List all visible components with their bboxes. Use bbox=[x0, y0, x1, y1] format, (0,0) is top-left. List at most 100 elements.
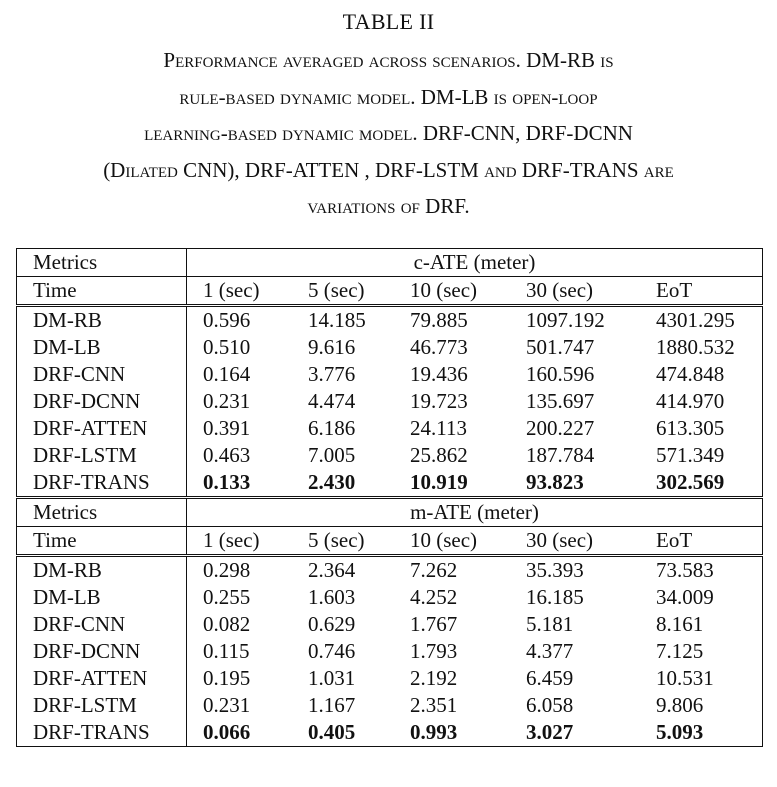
table-cell: 10.531 bbox=[656, 665, 763, 692]
table-cell: 0.993 bbox=[410, 719, 526, 747]
caption-line: (Dilated CNN), DRF-ATTEN , DRF-LSTM and … bbox=[103, 157, 674, 182]
time-column-header: 10 (sec) bbox=[410, 276, 526, 306]
table-cell: 501.747 bbox=[526, 335, 595, 359]
results-table: Metrics c-ATE (meter) Time 1 (sec) 5 (sec) 10… bbox=[16, 248, 763, 747]
model-name: DRF-DCNN bbox=[16, 388, 187, 415]
model-name: DM-RB bbox=[16, 554, 187, 584]
table-cell: 73.583 bbox=[656, 554, 763, 584]
table-cell: 35.393 bbox=[526, 554, 656, 584]
table-row: DM-LB 0.510 9.616 46.773 501.747 1880.532 bbox=[16, 334, 763, 361]
time-column-header: 1 (sec) bbox=[186, 276, 308, 306]
table-cell: 613.305 bbox=[656, 415, 763, 442]
table-cell: 302.569 bbox=[656, 469, 763, 498]
table-cell: 4.252 bbox=[410, 585, 458, 609]
table-cell: 2.192 bbox=[410, 666, 458, 690]
table-cell: 0.164 bbox=[203, 362, 251, 386]
table-cell: 7.262 bbox=[410, 554, 526, 584]
table-cell: 0.629 bbox=[308, 612, 356, 636]
table-cell: 4.377 bbox=[526, 639, 574, 663]
time-header-row: Time 1 (sec) 5 (sec) 10 (sec) 30 (sec) EoT bbox=[16, 526, 763, 556]
table-cell: 46.773 bbox=[410, 335, 468, 359]
table-cell: 25.862 bbox=[410, 443, 468, 467]
model-name: DM-RB bbox=[16, 304, 187, 334]
table-cell: 160.596 bbox=[526, 362, 595, 386]
model-name: DRF-DCNN bbox=[16, 638, 187, 665]
table-cell: 4301.295 bbox=[656, 304, 763, 334]
table-cell: 571.349 bbox=[656, 442, 763, 469]
metrics-label: Metrics bbox=[16, 496, 187, 527]
table-cell: 0.231 bbox=[203, 389, 251, 413]
table-cell: 135.697 bbox=[526, 389, 595, 413]
table-cell: 4.474 bbox=[308, 389, 356, 413]
table-row: DRF-CNN 0.164 3.776 19.436 160.596 474.848 bbox=[16, 361, 763, 388]
table-cell: 3.776 bbox=[308, 362, 356, 386]
metrics-label: Metrics bbox=[16, 248, 187, 277]
table-row: DRF-ATTEN 0.195 1.031 2.192 6.459 10.531 bbox=[16, 665, 763, 692]
table-caption: TABLE II Performance averaged across sce… bbox=[0, 8, 777, 225]
table-row: DRF-LSTM 0.463 7.005 25.862 187.784 571.349 bbox=[16, 442, 763, 469]
table-cell: 5.093 bbox=[656, 719, 763, 747]
table-cell: 0.510 bbox=[203, 335, 251, 359]
table-cell: 6.058 bbox=[526, 693, 574, 717]
table-cell: 9.616 bbox=[308, 335, 356, 359]
table-row: DRF-TRANS 0.066 0.405 0.993 3.027 5.093 bbox=[16, 719, 763, 747]
table-cell: 1.603 bbox=[308, 585, 356, 609]
table-row: DRF-DCNN 0.115 0.746 1.793 4.377 7.125 bbox=[16, 638, 763, 665]
time-column-header: 30 (sec) bbox=[526, 526, 656, 556]
table-cell: 0.133 bbox=[203, 470, 251, 494]
caption-text: Performance averaged across scenarios. D… bbox=[16, 42, 761, 225]
table-cell: 19.436 bbox=[410, 362, 468, 386]
table-cell: 187.784 bbox=[526, 443, 595, 467]
table-cell: 5.181 bbox=[526, 612, 574, 636]
table-cell: 0.231 bbox=[203, 693, 251, 717]
time-column-header: 30 (sec) bbox=[526, 276, 656, 306]
table-cell: 19.723 bbox=[410, 389, 468, 413]
table-row: DRF-DCNN 0.231 4.474 19.723 135.697 414.970 bbox=[16, 388, 763, 415]
caption-line: variations of DRF. bbox=[307, 194, 470, 218]
model-name: DRF-ATTEN bbox=[16, 415, 187, 442]
table-cell: 16.185 bbox=[526, 585, 584, 609]
table-cell: 200.227 bbox=[526, 416, 595, 440]
table-cell: 6.459 bbox=[526, 666, 574, 690]
table-cell: 8.161 bbox=[656, 611, 763, 638]
table-cell: 0.405 bbox=[308, 719, 410, 747]
table-cell: 0.463 bbox=[203, 443, 251, 467]
table-cell: 0.746 bbox=[308, 639, 356, 663]
model-name: DRF-CNN bbox=[16, 611, 187, 638]
table-cell: 10.919 bbox=[410, 470, 468, 494]
time-column-header: EoT bbox=[656, 276, 763, 306]
table-row: DRF-TRANS 0.133 2.430 10.919 93.823 302.569 bbox=[16, 469, 763, 498]
table-cell: 0.115 bbox=[203, 639, 250, 663]
table-cell: 0.391 bbox=[203, 416, 251, 440]
model-name: DRF-LSTM bbox=[16, 442, 187, 469]
time-header-row: Time 1 (sec) 5 (sec) 10 (sec) 30 (sec) EoT bbox=[16, 276, 763, 306]
table-cell: 79.885 bbox=[410, 304, 526, 334]
model-name: DRF-LSTM bbox=[16, 692, 187, 719]
metrics-header-row: Metrics m-ATE (meter) bbox=[16, 496, 763, 527]
table-cell: 24.113 bbox=[410, 416, 467, 440]
caption-line: Performance averaged across scenarios. D… bbox=[163, 48, 614, 72]
table-cell: 1097.192 bbox=[526, 304, 656, 334]
table-cell: 0.082 bbox=[203, 612, 251, 636]
time-column-header: 1 (sec) bbox=[186, 526, 308, 556]
model-name: DM-LB bbox=[16, 584, 187, 611]
metric-name: c-ATE (meter) bbox=[186, 248, 763, 277]
table-cell: 0.255 bbox=[203, 585, 251, 609]
metrics-header-row: Metrics c-ATE (meter) bbox=[16, 248, 763, 277]
time-column-header: 5 (sec) bbox=[308, 526, 410, 556]
caption-line: learning-based dynamic model. DRF-CNN, D… bbox=[144, 121, 633, 145]
results-table-body: Metrics c-ATE (meter) Time 1 (sec) 5 (sec) 10… bbox=[16, 248, 763, 747]
model-name: DRF-ATTEN bbox=[16, 665, 187, 692]
table-cell: 7.005 bbox=[308, 443, 356, 467]
model-name: DRF-CNN bbox=[16, 361, 187, 388]
table-cell: 1.031 bbox=[308, 666, 356, 690]
table-cell: 0.066 bbox=[186, 719, 308, 747]
table-cell: 9.806 bbox=[656, 692, 763, 719]
time-label: Time bbox=[16, 526, 187, 556]
table-row: DRF-ATTEN 0.391 6.186 24.113 200.227 613.305 bbox=[16, 415, 763, 442]
table-cell: 0.195 bbox=[203, 666, 251, 690]
model-name: DM-LB bbox=[16, 334, 187, 361]
table-row: DRF-CNN 0.082 0.629 1.767 5.181 8.161 bbox=[16, 611, 763, 638]
table-cell: 7.125 bbox=[656, 638, 763, 665]
model-name: DRF-TRANS bbox=[16, 719, 187, 747]
